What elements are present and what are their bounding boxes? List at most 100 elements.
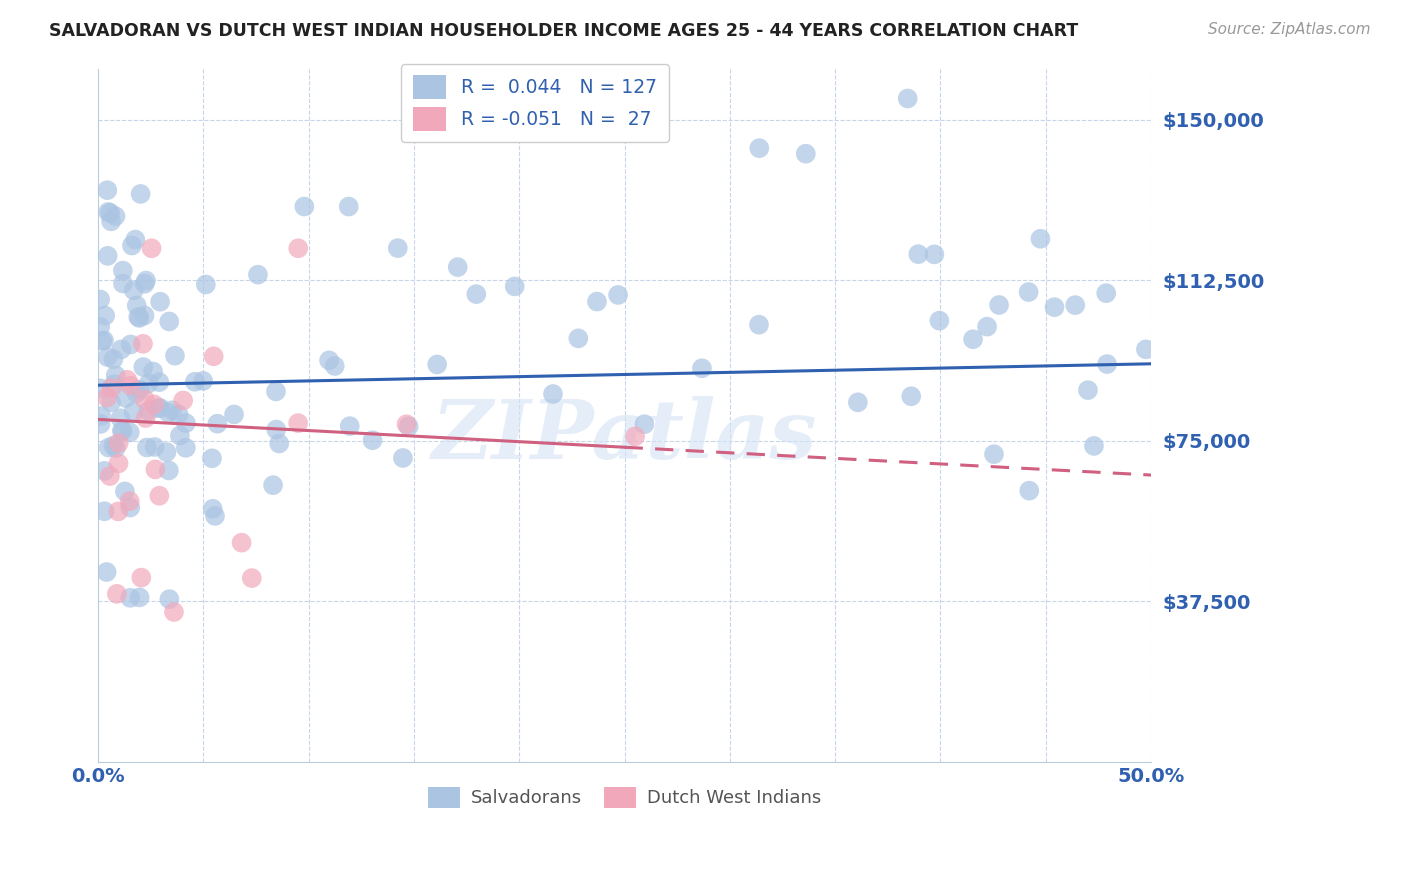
Point [337, 200, 360, 214]
Point [846, 395, 869, 409]
Point [122, 283, 145, 297]
Point [1135, 343, 1157, 357]
Point [97, 441, 120, 455]
Point [94, 309, 117, 323]
Point [135, 274, 157, 288]
Point [138, 376, 160, 391]
Point [264, 384, 287, 399]
Point [124, 233, 146, 247]
Point [111, 277, 134, 291]
Point [169, 428, 191, 442]
Point [104, 209, 127, 223]
Point [107, 436, 129, 450]
Point [135, 411, 157, 425]
Point [1018, 483, 1040, 498]
Point [125, 298, 148, 312]
Point [138, 403, 160, 417]
Point [292, 200, 315, 214]
Point [105, 587, 128, 601]
Point [93, 334, 115, 348]
Point [129, 571, 152, 585]
Point [398, 419, 420, 434]
Point [96, 565, 118, 579]
Point [155, 445, 177, 459]
Point [201, 451, 224, 466]
Point [118, 494, 141, 508]
Text: SALVADORAN VS DUTCH WEST INDIAN HOUSEHOLDER INCOME AGES 25 - 44 YEARS CORRELATIO: SALVADORAN VS DUTCH WEST INDIAN HOUSEHOL… [49, 22, 1078, 40]
Point [90, 409, 112, 423]
Point [100, 395, 122, 409]
Point [148, 489, 170, 503]
Point [361, 434, 384, 448]
Point [114, 484, 136, 499]
Point [323, 359, 346, 373]
Point [174, 416, 197, 430]
Point [104, 441, 127, 455]
Point [426, 358, 449, 372]
Point [96, 350, 118, 364]
Point [120, 337, 142, 351]
Point [264, 423, 287, 437]
Point [120, 500, 142, 515]
Point [163, 605, 186, 619]
Point [794, 146, 817, 161]
Point [135, 441, 157, 455]
Point [97, 249, 120, 263]
Point [89, 417, 111, 431]
Legend: Salvadorans, Dutch West Indians: Salvadorans, Dutch West Indians [420, 780, 828, 815]
Point [157, 463, 180, 477]
Point [149, 294, 172, 309]
Point [988, 298, 1011, 312]
Point [128, 591, 150, 605]
Point [962, 332, 984, 346]
Point [191, 374, 214, 388]
Point [93, 504, 115, 518]
Text: Source: ZipAtlas.com: Source: ZipAtlas.com [1208, 22, 1371, 37]
Point [633, 417, 655, 432]
Point [93, 464, 115, 478]
Point [928, 313, 950, 327]
Point [96, 391, 118, 405]
Point [339, 419, 361, 434]
Point [110, 343, 132, 357]
Point [465, 287, 488, 301]
Point [134, 277, 156, 291]
Point [125, 386, 148, 401]
Point [1077, 383, 1099, 397]
Point [172, 393, 194, 408]
Point [110, 411, 132, 425]
Point [900, 389, 922, 403]
Point [115, 373, 138, 387]
Point [907, 247, 929, 261]
Point [287, 416, 309, 430]
Point [122, 405, 145, 419]
Point [107, 504, 129, 518]
Point [120, 378, 142, 392]
Point [146, 401, 169, 415]
Point [91, 334, 114, 348]
Point [100, 381, 122, 395]
Point [541, 387, 564, 401]
Point [240, 571, 263, 585]
Point [98, 469, 121, 483]
Point [163, 349, 186, 363]
Point [157, 406, 180, 420]
Point [114, 391, 136, 405]
Point [201, 501, 224, 516]
Point [121, 238, 143, 252]
Point [160, 403, 183, 417]
Point [127, 310, 149, 324]
Point [89, 381, 111, 395]
Point [690, 361, 713, 376]
Point [111, 263, 134, 277]
Point [143, 462, 166, 476]
Point [567, 331, 589, 345]
Point [149, 401, 172, 415]
Point [129, 186, 152, 201]
Point [148, 375, 170, 389]
Point [287, 241, 309, 255]
Point [202, 349, 225, 363]
Point [392, 450, 415, 465]
Point [387, 241, 409, 255]
Point [1095, 286, 1118, 301]
